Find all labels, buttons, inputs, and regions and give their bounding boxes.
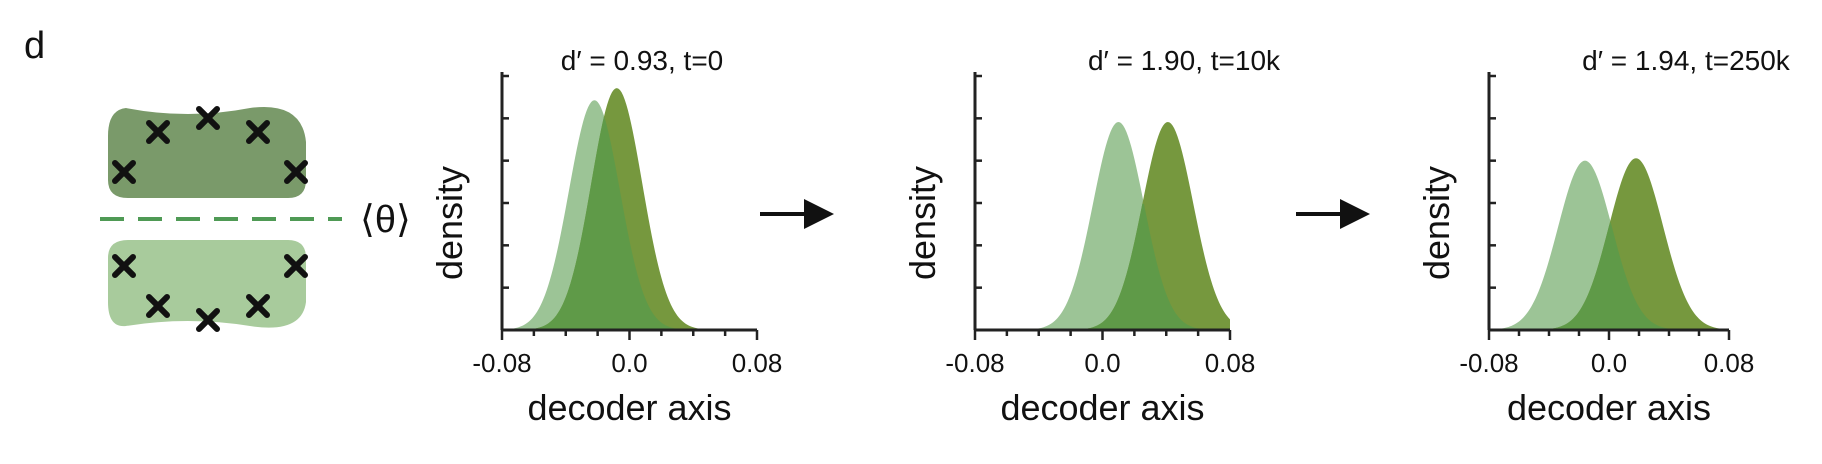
cross-icon <box>146 120 170 144</box>
y-axis-label: density <box>1416 166 1457 280</box>
cross-icon <box>284 254 308 278</box>
x-axis-label: decoder axis <box>1507 387 1711 428</box>
density-area-class-a <box>975 121 1230 331</box>
cross-icon <box>112 160 136 184</box>
cross-icon <box>246 120 270 144</box>
boundary-label: ⟨θ⟩ <box>360 199 411 241</box>
lower-class-region <box>108 240 306 328</box>
density-chart-t250k: -0.08 0.0 0.08 d′ = 1.94, t=250k decoder axi… <box>1416 45 1791 428</box>
x-axis-label: decoder axis <box>1000 387 1204 428</box>
density-area-class-b <box>975 121 1230 331</box>
x-tick-label: -0.08 <box>1459 348 1518 378</box>
x-tick-label: -0.08 <box>472 348 531 378</box>
cross-icon <box>112 254 136 278</box>
cross-icon <box>196 308 220 332</box>
density-overlap-area <box>975 203 1230 330</box>
y-axis-label: density <box>902 166 943 280</box>
arrow-head <box>804 199 834 229</box>
cross-icon <box>146 294 170 318</box>
density-area-class-a <box>502 100 757 330</box>
transition-arrow-2 <box>1296 199 1370 229</box>
density-overlap-area <box>502 116 757 331</box>
x-tick-label: 0.0 <box>1084 348 1120 378</box>
chart-title: d′ = 0.93, t=0 <box>561 45 724 76</box>
cross-icon <box>196 106 220 130</box>
x-tick-label: 0.0 <box>611 348 647 378</box>
x-axis-label: decoder axis <box>527 387 731 428</box>
transition-arrow-1 <box>760 199 834 229</box>
x-tick-label: 0.08 <box>732 348 783 378</box>
cross-icon <box>284 160 308 184</box>
density-overlap-area <box>1489 221 1729 330</box>
arrow-head <box>1340 199 1370 229</box>
cross-icon <box>246 294 270 318</box>
density-area-class-b <box>502 88 757 330</box>
x-tick-label: 0.0 <box>1591 348 1627 378</box>
chart-title: d′ = 1.90, t=10k <box>1088 45 1281 76</box>
panel-label: d <box>24 25 45 67</box>
chart-title: d′ = 1.94, t=250k <box>1582 45 1791 76</box>
x-tick-label: -0.08 <box>945 348 1004 378</box>
y-axis-label: density <box>429 166 470 280</box>
density-chart-t0: -0.08 0.0 0.08 d′ = 0.93, t=0 decoder axis de… <box>429 45 782 428</box>
x-tick-label: 0.08 <box>1704 348 1755 378</box>
x-tick-label: 0.08 <box>1205 348 1256 378</box>
class-schematic: ⟨θ⟩ <box>100 106 411 332</box>
density-chart-t10k: -0.08 0.0 0.08 d′ = 1.90, t=10k decoder axis… <box>902 45 1281 428</box>
